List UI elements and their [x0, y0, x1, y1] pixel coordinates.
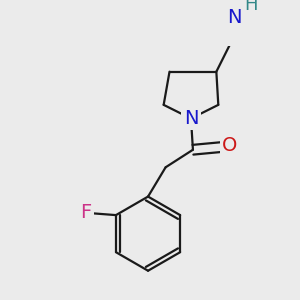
Text: N: N [184, 109, 198, 128]
Text: H: H [245, 0, 258, 14]
Text: N: N [227, 8, 241, 26]
Text: F: F [80, 203, 91, 222]
Text: O: O [222, 136, 238, 155]
